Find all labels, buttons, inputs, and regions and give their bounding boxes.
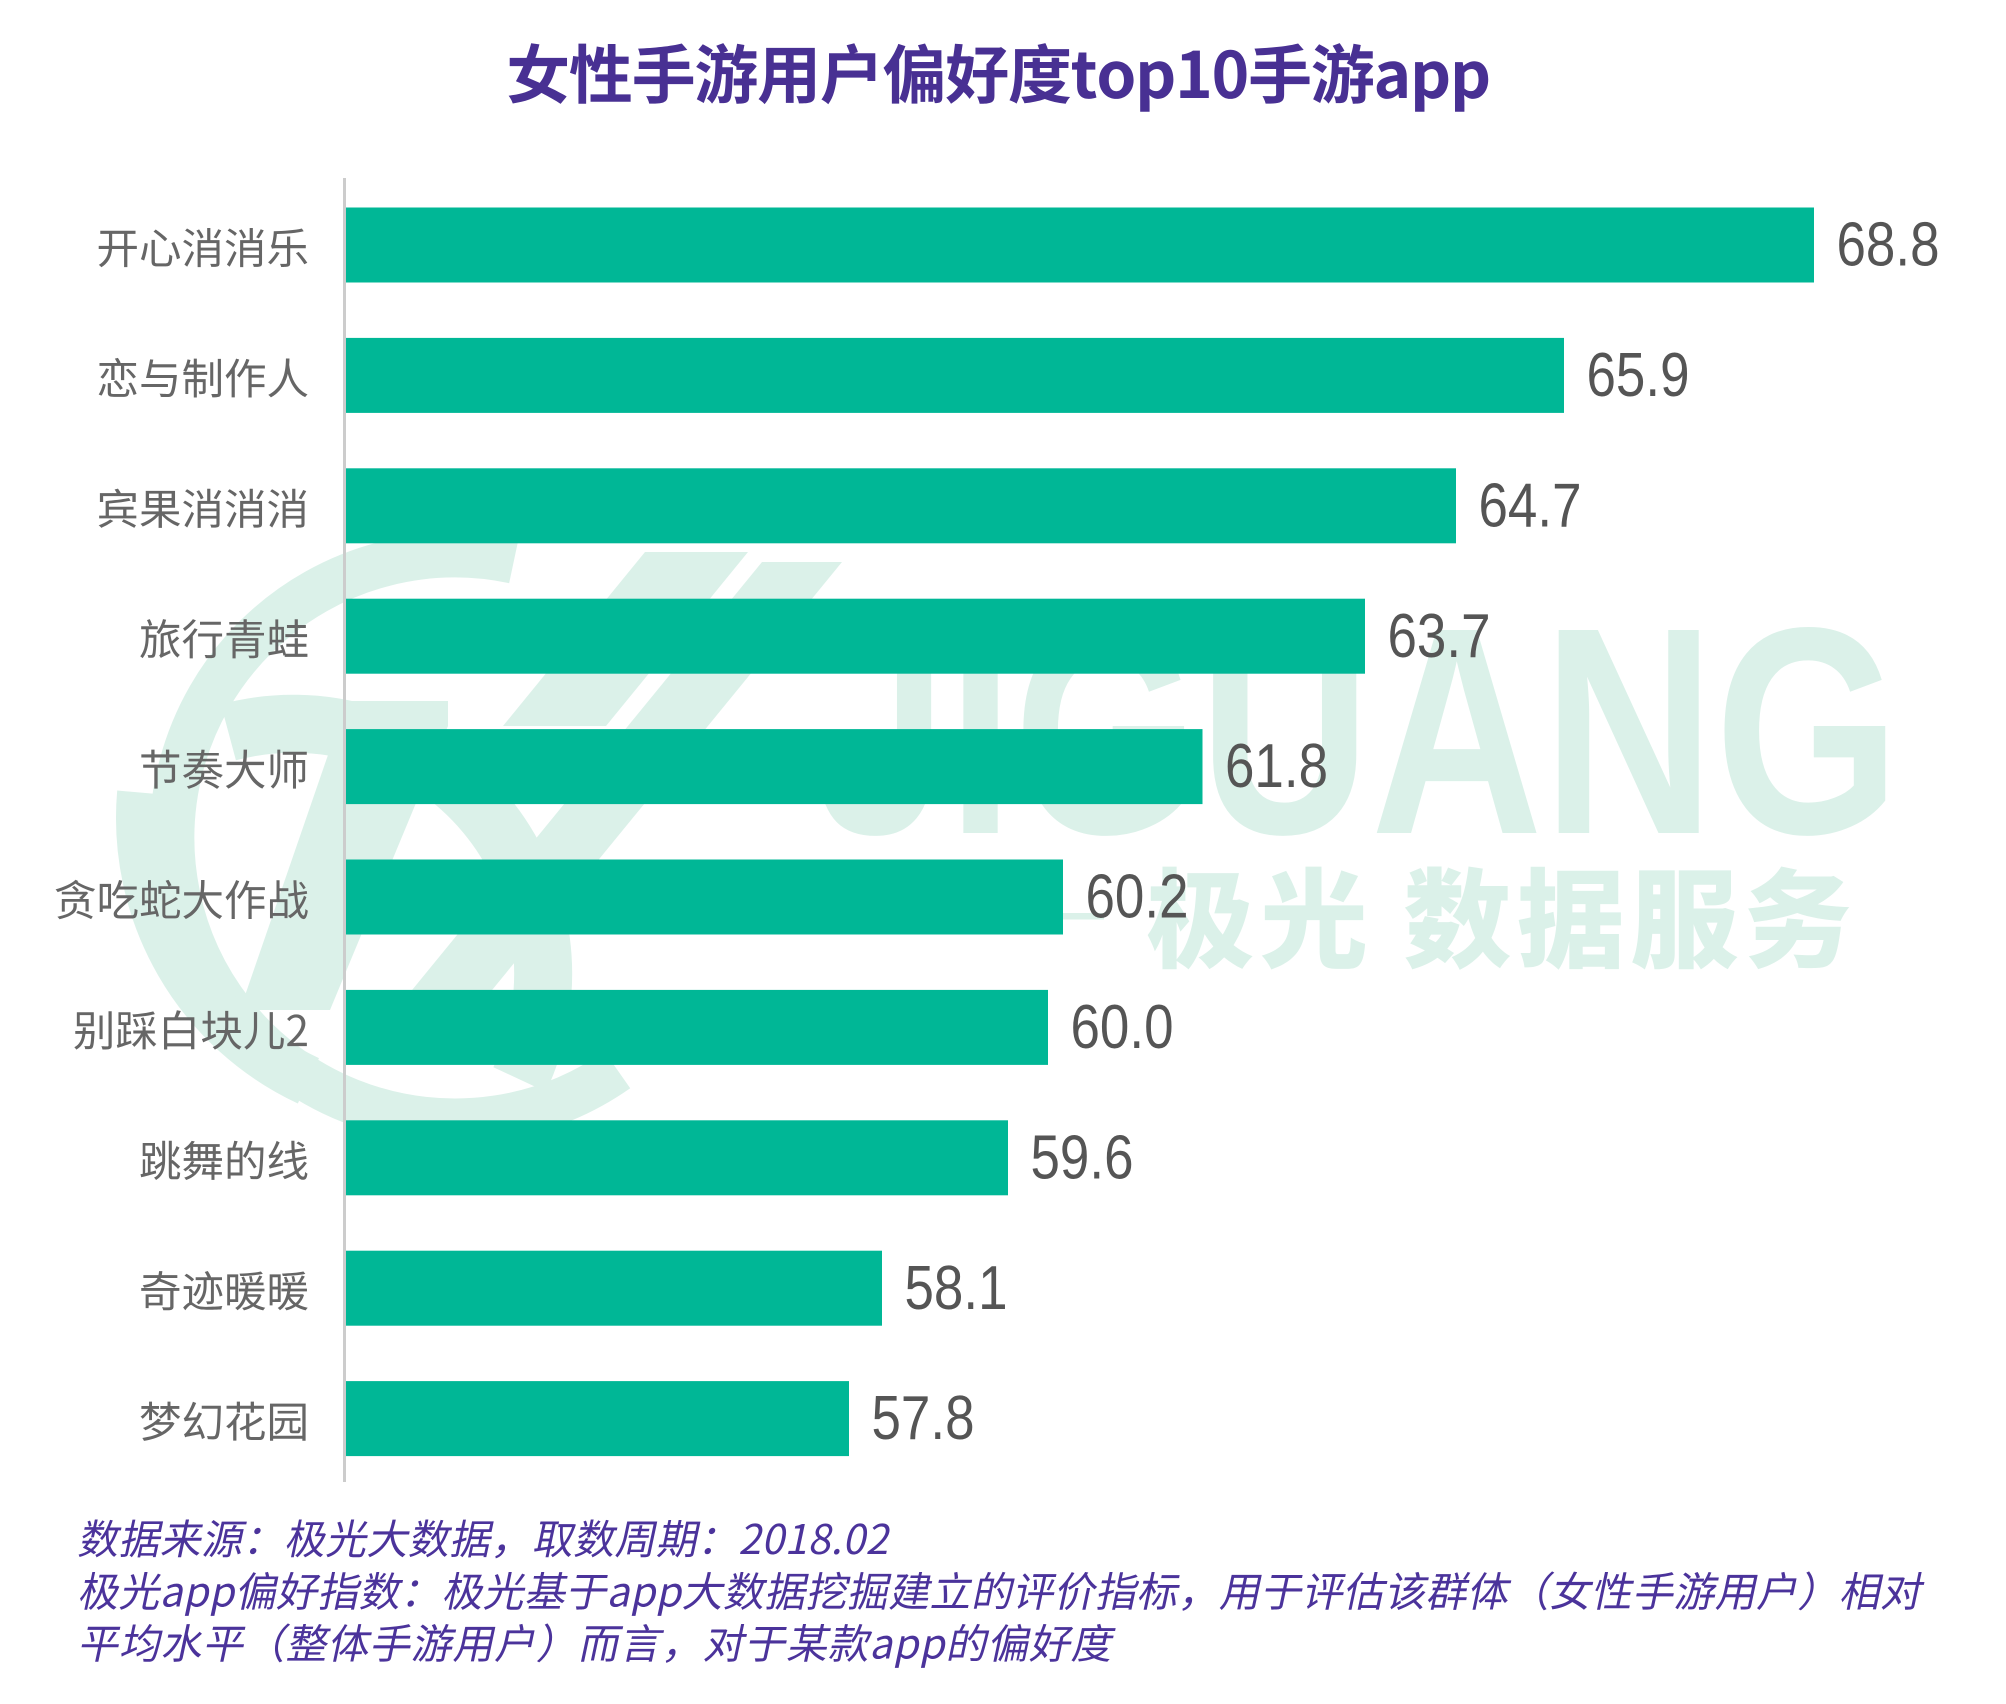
svg-text:57.8: 57.8 (872, 1384, 975, 1453)
svg-text:60.2: 60.2 (1086, 863, 1189, 932)
svg-text:61.8: 61.8 (1225, 732, 1328, 801)
svg-text:68.8: 68.8 (1837, 211, 1940, 280)
svg-text:58.1: 58.1 (905, 1254, 1008, 1323)
svg-text:63.7: 63.7 (1388, 602, 1491, 671)
svg-text:59.6: 59.6 (1031, 1123, 1134, 1192)
svg-text:65.9: 65.9 (1587, 341, 1690, 410)
svg-text:64.7: 64.7 (1479, 471, 1582, 540)
svg-text:60.0: 60.0 (1071, 993, 1174, 1062)
